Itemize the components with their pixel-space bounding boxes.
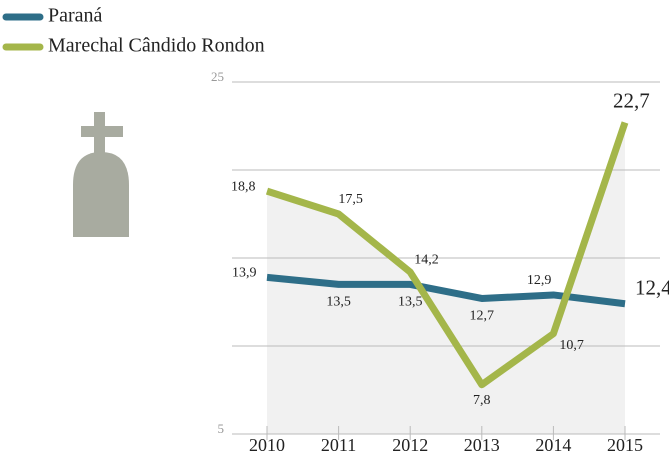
legend-label: Marechal Cândido Rondon (48, 35, 265, 57)
legend-label: Paraná (48, 5, 103, 27)
x-tick-label: 2015 (607, 435, 643, 455)
x-tick-label: 2014 (535, 435, 571, 455)
value-label: 18,8 (231, 179, 256, 194)
area (267, 122, 625, 434)
value-label: 17,5 (338, 192, 363, 207)
x-tick-label: 2011 (321, 435, 356, 455)
tombstone-icon (73, 112, 129, 237)
value-label: 12,4 (635, 276, 669, 300)
y-tick-label: 25 (211, 69, 224, 84)
plot: 2010 2011 2012 2013 2014 2015 5 25 13,9 13,5 13,5 1… (211, 69, 669, 455)
value-label: 22,7 (613, 88, 650, 112)
value-label: 13,5 (326, 295, 351, 310)
x-tick-label: 2013 (464, 435, 500, 455)
value-label: 13,5 (398, 295, 423, 310)
value-label: 12,7 (470, 309, 495, 324)
value-label: 10,7 (559, 338, 584, 353)
value-label: 13,9 (232, 266, 257, 281)
x-tick-label: 2012 (392, 435, 428, 455)
y-tick-label: 5 (218, 421, 225, 436)
value-label: 12,9 (527, 273, 552, 288)
line (265, 121, 629, 389)
value-label: 7,8 (473, 393, 491, 408)
value-label: 14,2 (414, 252, 439, 267)
x-tick-label: 2010 (249, 435, 285, 455)
legend: Paraná Marechal Cândido Rondon (2, 5, 265, 57)
